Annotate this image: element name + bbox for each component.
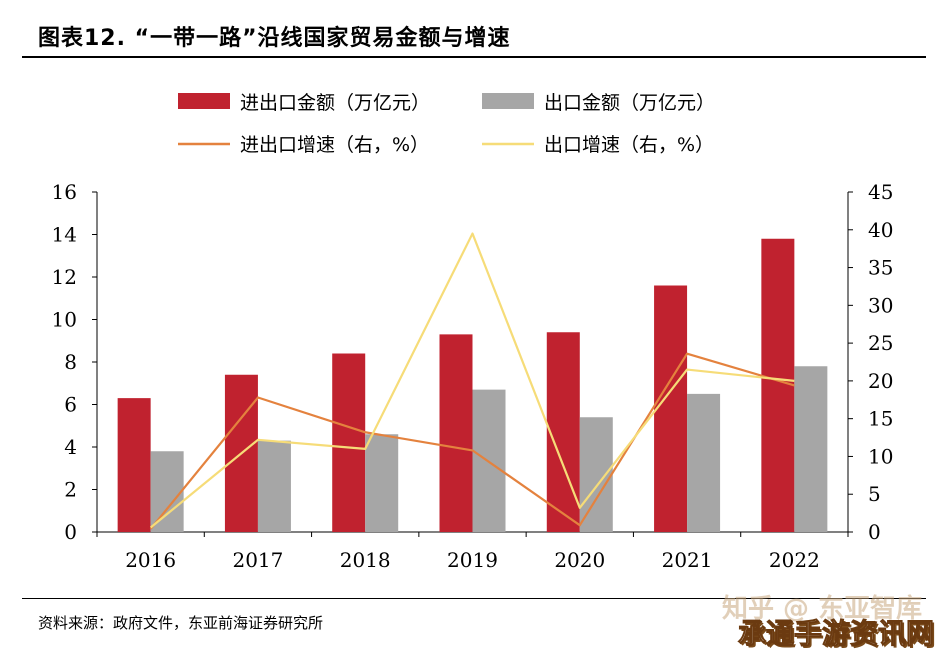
legend-label: 进出口增速（右，%） xyxy=(240,134,429,156)
bar-import-export xyxy=(332,353,366,532)
figure-title: 图表12. “一带一路”沿线国家贸易金额与增速 xyxy=(38,26,511,51)
x-tick-label: 2019 xyxy=(447,548,498,572)
bar-export xyxy=(365,434,399,532)
y-right-tick-label: 25 xyxy=(868,331,893,355)
y-right-tick-label: 20 xyxy=(868,369,893,393)
legend-label: 进出口金额（万亿元） xyxy=(240,92,430,114)
bar-import-export xyxy=(546,332,580,532)
x-tick-label: 2016 xyxy=(125,548,176,572)
x-tick-label: 2022 xyxy=(769,548,820,572)
bars xyxy=(117,238,828,532)
source-divider xyxy=(22,598,926,599)
axes: 0 2 4 6 8 10 12 14 16 0 5 10 15 20 25 30 35 40 45 2016 2017 2… xyxy=(52,180,894,572)
legend-label: 出口金额（万亿元） xyxy=(544,92,715,114)
y-left-tick-label: 4 xyxy=(64,435,77,459)
title-divider xyxy=(22,56,926,58)
bar-export xyxy=(687,393,721,532)
x-tick-label: 2017 xyxy=(232,548,283,572)
y-right-tick-label: 40 xyxy=(868,218,893,242)
lines xyxy=(149,232,795,530)
source-note: 资料来源：政府文件，东亚前海证券研究所 xyxy=(38,614,324,632)
bar-import-export xyxy=(761,238,795,532)
y-right-tick-label: 5 xyxy=(868,482,881,506)
bar-export xyxy=(150,451,184,532)
bar-export xyxy=(579,417,613,532)
line-import-export-growth xyxy=(149,352,795,530)
y-left-tick-label: 14 xyxy=(52,223,77,247)
bar-import-export xyxy=(439,334,473,532)
watermark-site: 承通手游资讯网 xyxy=(737,617,935,651)
legend-swatch-bar xyxy=(178,93,230,109)
bar-import-export xyxy=(654,285,688,532)
watermark-text: 知乎 @ 东亚智库 xyxy=(722,594,923,624)
chart: 进出口金额（万亿元） 出口金额（万亿元） 进出口增速（右，%） 出口增速（右，%） 0… xyxy=(52,92,894,572)
bar-export xyxy=(257,440,291,532)
bar-export xyxy=(794,366,828,532)
x-tick-label: 2021 xyxy=(662,548,713,572)
y-right-tick-label: 30 xyxy=(868,293,893,317)
y-left-tick-label: 2 xyxy=(64,478,77,502)
legend-swatch-bar xyxy=(482,93,534,109)
x-tick-label: 2018 xyxy=(340,548,391,572)
y-left-tick-label: 12 xyxy=(52,265,77,289)
line-export-growth xyxy=(149,232,795,529)
y-right-tick-label: 45 xyxy=(868,180,893,204)
y-left-tick-label: 6 xyxy=(64,393,77,417)
legend: 进出口金额（万亿元） 出口金额（万亿元） 进出口增速（右，%） 出口增速（右，%） xyxy=(178,92,715,156)
bar-import-export xyxy=(117,398,151,532)
y-left-tick-label: 8 xyxy=(64,350,77,374)
x-tick-label: 2020 xyxy=(554,548,605,572)
y-left-tick-label: 10 xyxy=(52,308,77,332)
legend-label: 出口增速（右，%） xyxy=(544,134,714,156)
y-right-tick-label: 10 xyxy=(868,444,893,468)
y-right-tick-label: 15 xyxy=(868,407,893,431)
y-left-tick-label: 16 xyxy=(52,180,77,204)
y-right-tick-label: 0 xyxy=(868,520,881,544)
y-right-tick-label: 35 xyxy=(868,256,893,280)
y-left-tick-label: 0 xyxy=(64,520,77,544)
